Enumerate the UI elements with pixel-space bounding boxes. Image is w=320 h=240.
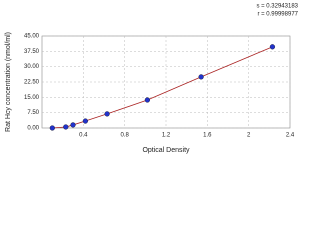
data-point xyxy=(70,122,76,128)
data-point xyxy=(198,74,204,80)
x-tick-label: 0.4 xyxy=(79,133,88,139)
data-point xyxy=(82,118,89,124)
chart: Optical Density Rat Hcy concentration (n… xyxy=(4,3,299,154)
x-tick-label: 1.2 xyxy=(162,133,171,139)
y-tick-label: 45.00 xyxy=(24,34,40,40)
data-point xyxy=(63,124,69,130)
x-tick-label: 1.6 xyxy=(203,133,212,139)
x-tick-label: 2.4 xyxy=(286,133,295,139)
x-tick-label: 0.8 xyxy=(120,133,129,139)
y-tick-label: 30.00 xyxy=(24,64,40,70)
y-tick-label: 0.00 xyxy=(27,126,39,132)
x-tick-label: 2 xyxy=(247,133,251,139)
y-tick-label: 7.50 xyxy=(27,110,39,116)
y-axis-title: Rat Hcy concentration (nmol/ml) xyxy=(5,32,12,132)
y-tick-label: 22.50 xyxy=(24,80,40,86)
data-point xyxy=(49,125,55,131)
y-tick-label: 37.50 xyxy=(24,49,40,55)
data-point xyxy=(144,97,151,103)
x-axis-title: Optical Density xyxy=(142,147,190,154)
data-point xyxy=(104,111,110,117)
annotation: r = 0.99998977 xyxy=(257,12,298,18)
data-point xyxy=(269,44,276,50)
y-tick-label: 15.00 xyxy=(24,95,40,101)
annotation: s = 0.32943183 xyxy=(256,4,298,10)
